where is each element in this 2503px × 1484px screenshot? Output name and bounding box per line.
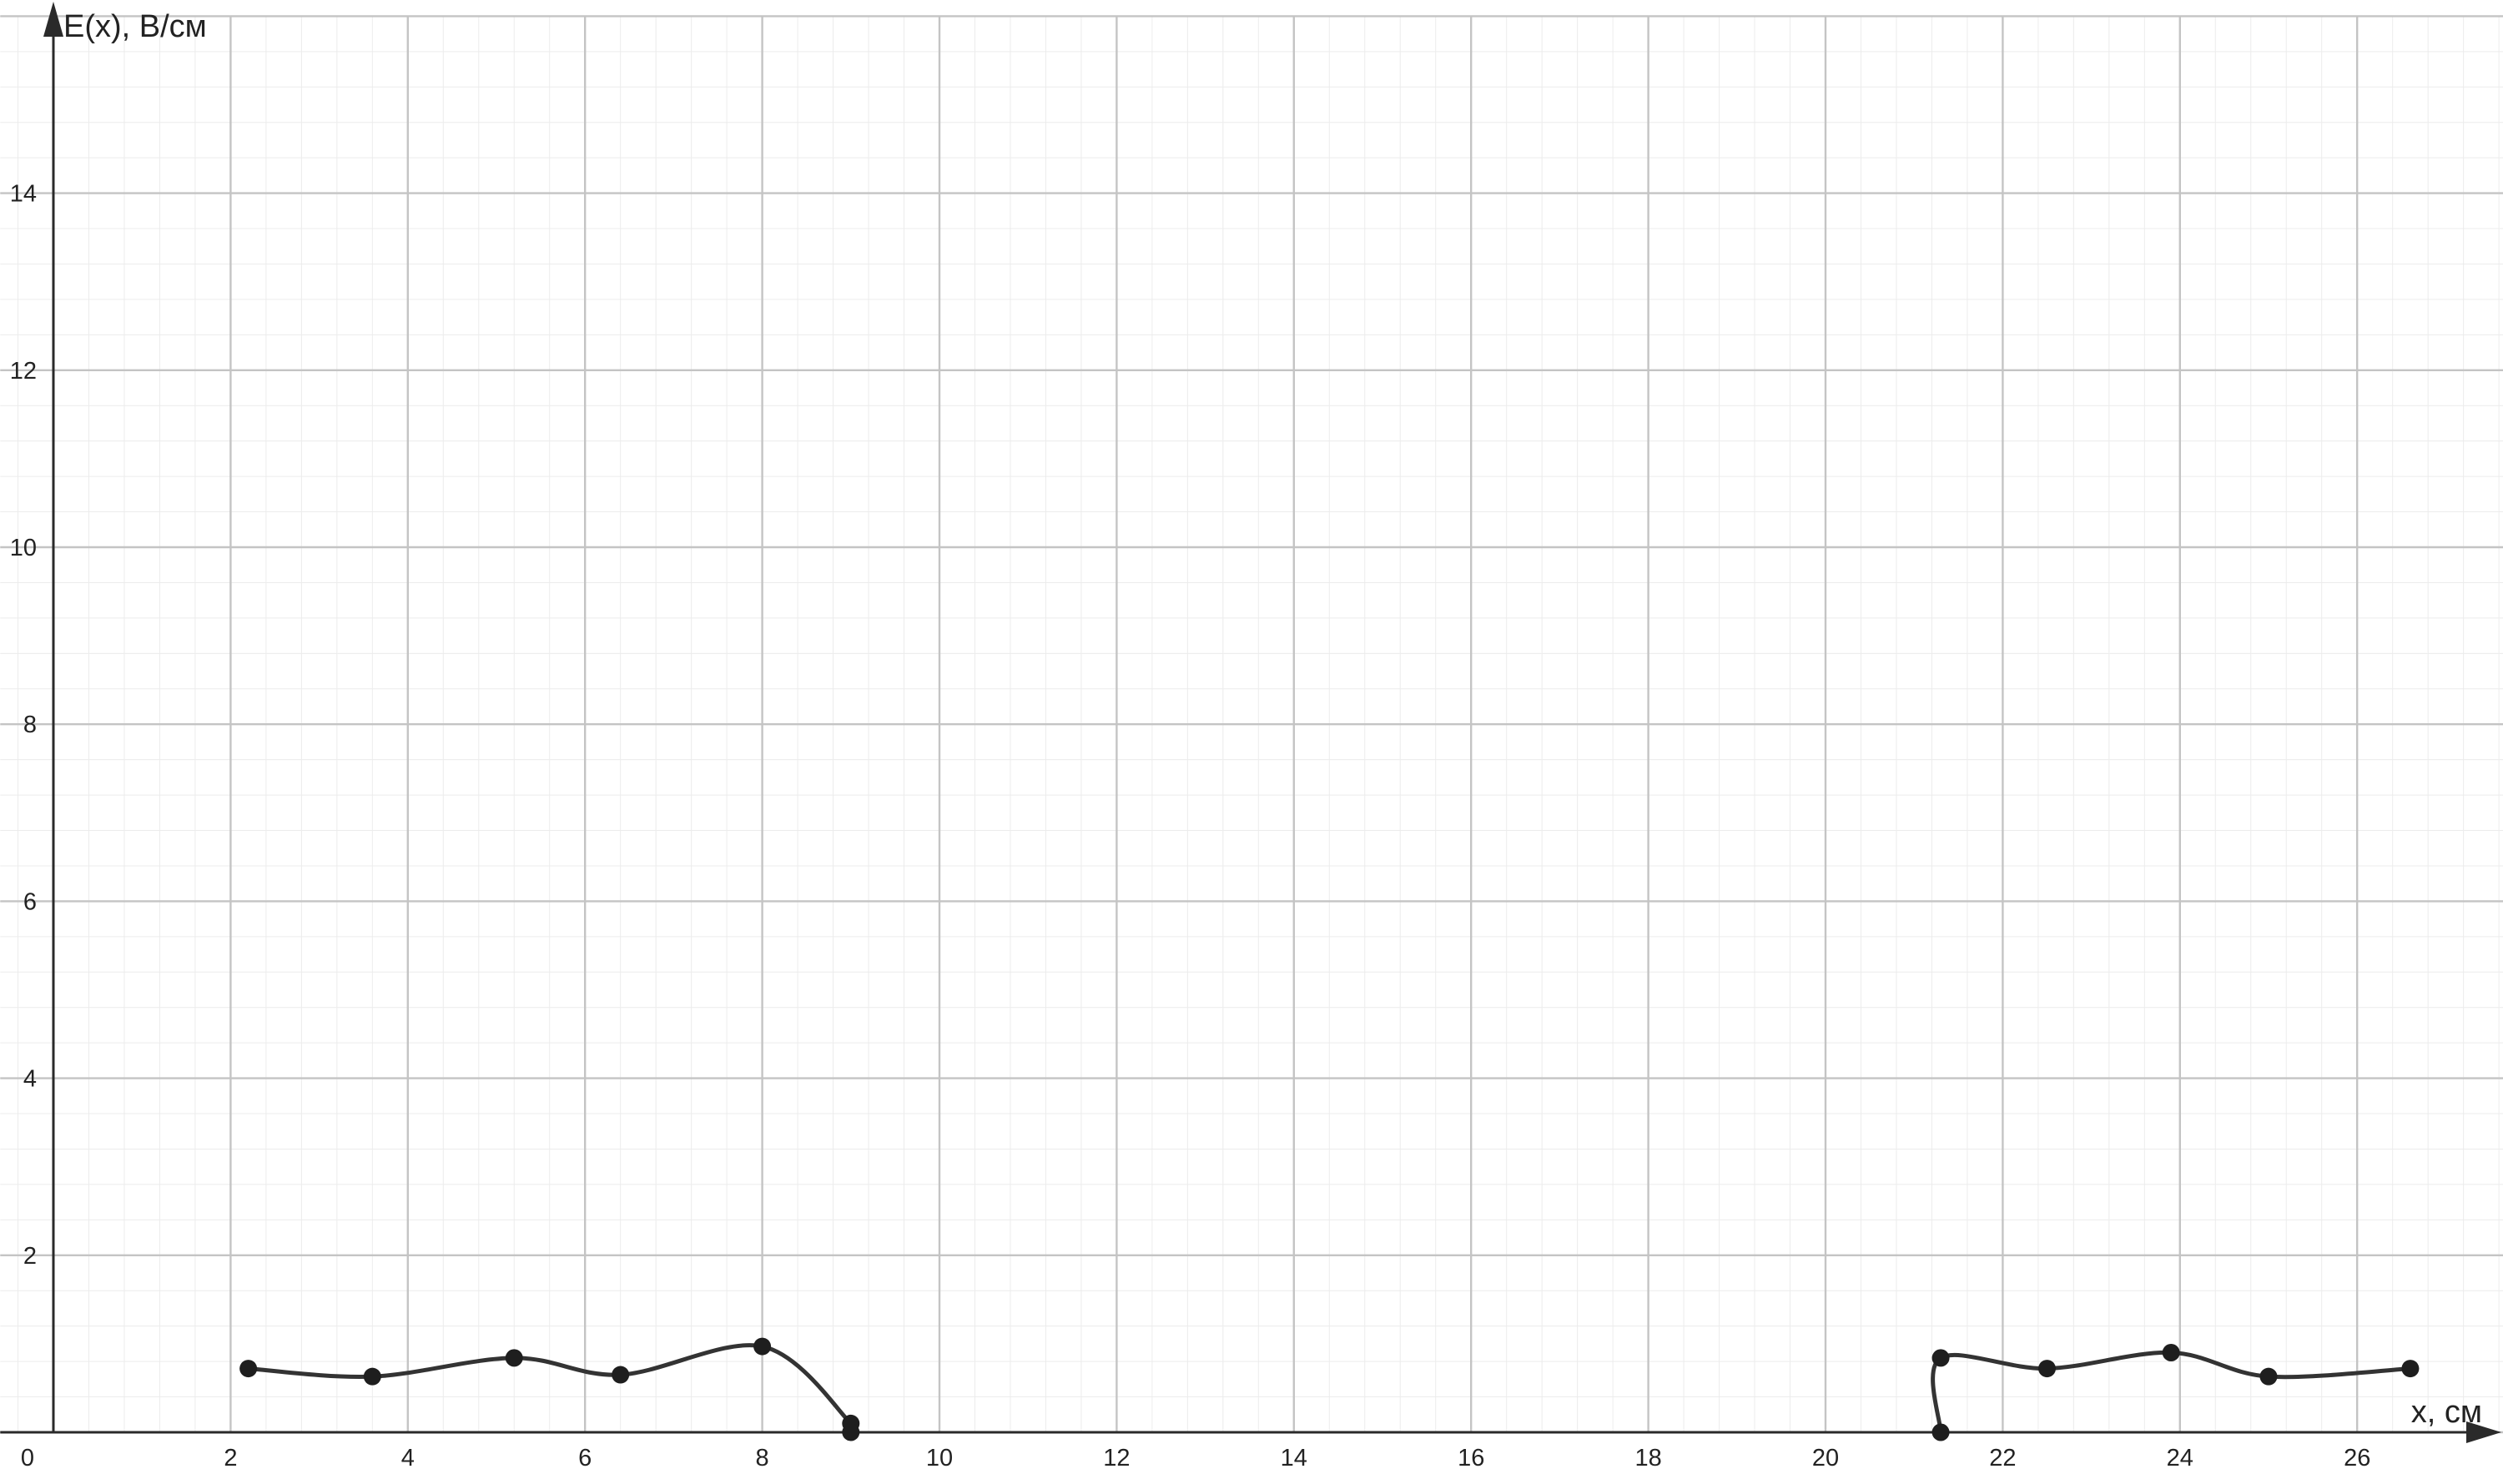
data-point [1931, 1349, 1950, 1367]
x-tick-label: 6 [578, 1445, 592, 1471]
x-tick-label: 18 [1634, 1445, 1661, 1471]
series-1-line [246, 1343, 860, 1435]
data-point [2162, 1344, 2180, 1362]
data-point [842, 1423, 860, 1441]
x-tick-label: 12 [1103, 1445, 1130, 1471]
data-series [239, 1337, 2420, 1441]
x-axis-label: x, см [2411, 1395, 2482, 1430]
data-point [2401, 1360, 2420, 1378]
origin-label: 0 [21, 1445, 34, 1471]
x-tick-label: 22 [1989, 1445, 2016, 1471]
x-tick-label: 4 [401, 1445, 415, 1471]
y-axis-arrow [43, 2, 63, 37]
y-tick-label: 8 [23, 712, 37, 738]
data-point [2259, 1367, 2278, 1386]
series-2 [1931, 1344, 2420, 1441]
y-tick-label: 2 [23, 1243, 37, 1270]
x-tick-label: 24 [2167, 1445, 2193, 1471]
x-tick-label: 2 [224, 1445, 237, 1471]
data-point [505, 1349, 523, 1367]
y-tick-label: 6 [23, 888, 37, 915]
x-tick-label: 10 [926, 1445, 953, 1471]
x-tick-label: 20 [1812, 1445, 1839, 1471]
series-1 [239, 1337, 860, 1441]
data-point [753, 1337, 772, 1356]
y-tick-label: 14 [10, 181, 37, 208]
x-tick-label: 16 [1458, 1445, 1484, 1471]
data-point [363, 1367, 381, 1386]
y-tick-label: 12 [10, 358, 37, 385]
y-tick-label: 4 [23, 1066, 37, 1093]
data-point [1931, 1423, 1950, 1441]
major-grid [0, 15, 2503, 1434]
y-tick-label: 10 [10, 535, 37, 561]
y-axis-label: E(x), В/см [63, 9, 207, 44]
x-tick-label: 14 [1281, 1445, 1307, 1471]
x-tick-label: 8 [756, 1445, 769, 1471]
x-tick-label: 26 [2344, 1445, 2370, 1471]
axes [0, 2, 2501, 1443]
data-point [612, 1366, 630, 1384]
data-point [2038, 1360, 2056, 1378]
data-point [239, 1360, 258, 1378]
x-axis-arrow [2466, 1421, 2501, 1443]
series-2-line [1931, 1351, 2413, 1435]
